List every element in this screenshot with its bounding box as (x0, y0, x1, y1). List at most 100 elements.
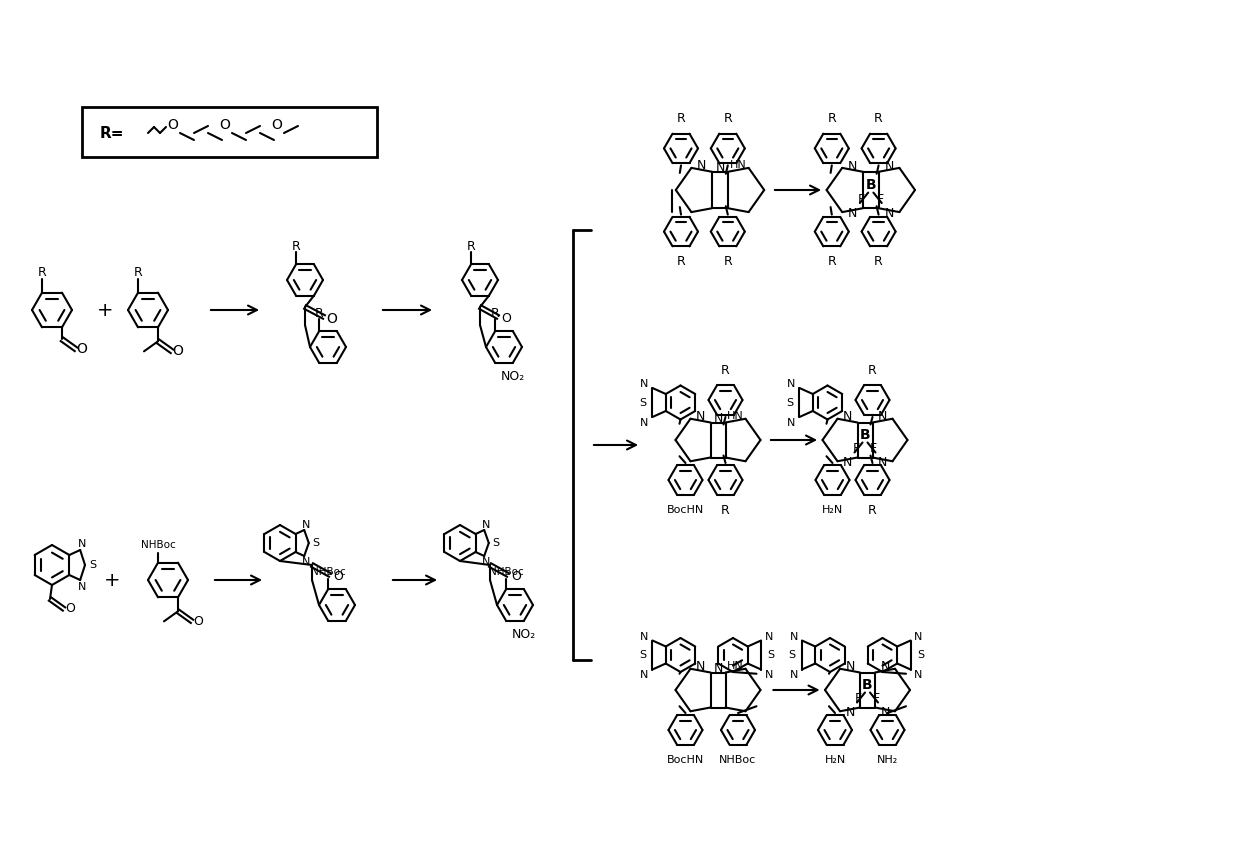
Text: F: F (853, 443, 859, 455)
Text: N: N (303, 557, 310, 567)
Text: R: R (722, 363, 730, 376)
Text: NO₂: NO₂ (501, 370, 525, 383)
Text: O: O (167, 118, 179, 132)
Text: F: F (873, 692, 880, 705)
Text: B: B (862, 678, 873, 692)
Text: N: N (765, 671, 774, 680)
Text: NHBoc: NHBoc (311, 567, 346, 578)
Text: R: R (677, 112, 686, 125)
Text: F: F (870, 443, 878, 455)
Text: R: R (723, 112, 732, 125)
Text: R: R (874, 255, 883, 268)
Text: R: R (491, 307, 500, 320)
Text: N: N (640, 631, 649, 641)
Text: NHBoc: NHBoc (719, 755, 756, 765)
Text: N: N (78, 582, 87, 592)
Text: R: R (134, 266, 143, 279)
Text: HN: HN (727, 412, 744, 421)
Text: N: N (640, 379, 649, 389)
Text: N: N (843, 456, 852, 469)
Text: N: N (878, 456, 887, 469)
Text: B: B (859, 428, 870, 442)
Text: R: R (874, 112, 883, 125)
Text: R: R (315, 307, 324, 320)
Text: NHBoc: NHBoc (489, 567, 523, 578)
Text: O: O (334, 571, 343, 584)
Text: N: N (482, 520, 490, 530)
Text: N: N (884, 159, 894, 172)
Text: N: N (880, 660, 889, 673)
Text: H₂N: H₂N (822, 505, 843, 515)
Text: R: R (291, 240, 300, 253)
Text: R: R (827, 112, 836, 125)
Text: HN: HN (730, 160, 746, 170)
Text: B: B (866, 178, 877, 192)
Text: N: N (713, 661, 723, 674)
Text: N: N (790, 671, 799, 680)
Text: NO₂: NO₂ (512, 628, 536, 641)
Text: N: N (880, 707, 889, 720)
Text: S: S (789, 650, 796, 660)
Text: S: S (89, 560, 97, 570)
Text: R: R (677, 255, 686, 268)
Text: F: F (858, 193, 866, 206)
Text: O: O (219, 118, 231, 132)
Text: R: R (868, 363, 877, 376)
Text: S: S (492, 538, 500, 548)
Text: S: S (639, 650, 646, 660)
Text: R: R (722, 504, 730, 517)
Text: N: N (640, 671, 649, 680)
Text: N: N (787, 418, 796, 428)
Text: R: R (723, 255, 732, 268)
Bar (82, 107, 377, 157)
Text: NHBoc: NHBoc (140, 540, 175, 549)
Text: BocHN: BocHN (667, 755, 704, 765)
Text: O: O (272, 118, 283, 132)
Text: N: N (884, 208, 894, 220)
Text: R=: R= (100, 126, 124, 140)
Text: R: R (868, 504, 877, 517)
Text: N: N (482, 557, 490, 567)
Text: R: R (466, 240, 475, 253)
Text: BocHN: BocHN (667, 505, 704, 515)
Text: N: N (696, 410, 706, 423)
Text: N: N (640, 418, 649, 428)
Text: O: O (193, 615, 203, 628)
Text: +: + (97, 300, 113, 319)
Text: R: R (827, 255, 836, 268)
Text: N: N (914, 671, 923, 680)
Text: H₂N: H₂N (825, 755, 846, 765)
Text: S: S (639, 398, 646, 407)
Text: O: O (501, 313, 511, 325)
Text: O: O (172, 344, 184, 358)
Text: N: N (848, 208, 857, 220)
Text: N: N (846, 660, 854, 673)
Text: S: S (786, 398, 794, 407)
Text: N: N (78, 539, 87, 549)
Text: N: N (303, 520, 310, 530)
Text: S: S (312, 538, 320, 548)
Text: N: N (878, 411, 887, 424)
Text: N: N (843, 411, 852, 424)
Text: HN: HN (727, 661, 744, 672)
Text: N: N (848, 159, 857, 172)
Text: F: F (856, 692, 862, 705)
Text: N: N (696, 660, 706, 672)
Text: N: N (765, 631, 774, 641)
Text: R: R (37, 266, 46, 279)
Text: N: N (787, 379, 796, 389)
Text: N: N (715, 161, 724, 175)
Text: N: N (914, 631, 923, 641)
Text: N: N (846, 707, 854, 720)
Text: N: N (790, 631, 799, 641)
Text: S: S (918, 650, 924, 660)
Text: O: O (64, 603, 74, 616)
Text: N: N (713, 412, 723, 424)
Text: O: O (326, 312, 337, 326)
Text: NH₂: NH₂ (877, 755, 898, 765)
Text: O: O (511, 571, 521, 584)
Text: F: F (877, 193, 883, 206)
Text: N: N (697, 158, 707, 172)
Text: S: S (768, 650, 775, 660)
Text: +: + (104, 571, 120, 590)
